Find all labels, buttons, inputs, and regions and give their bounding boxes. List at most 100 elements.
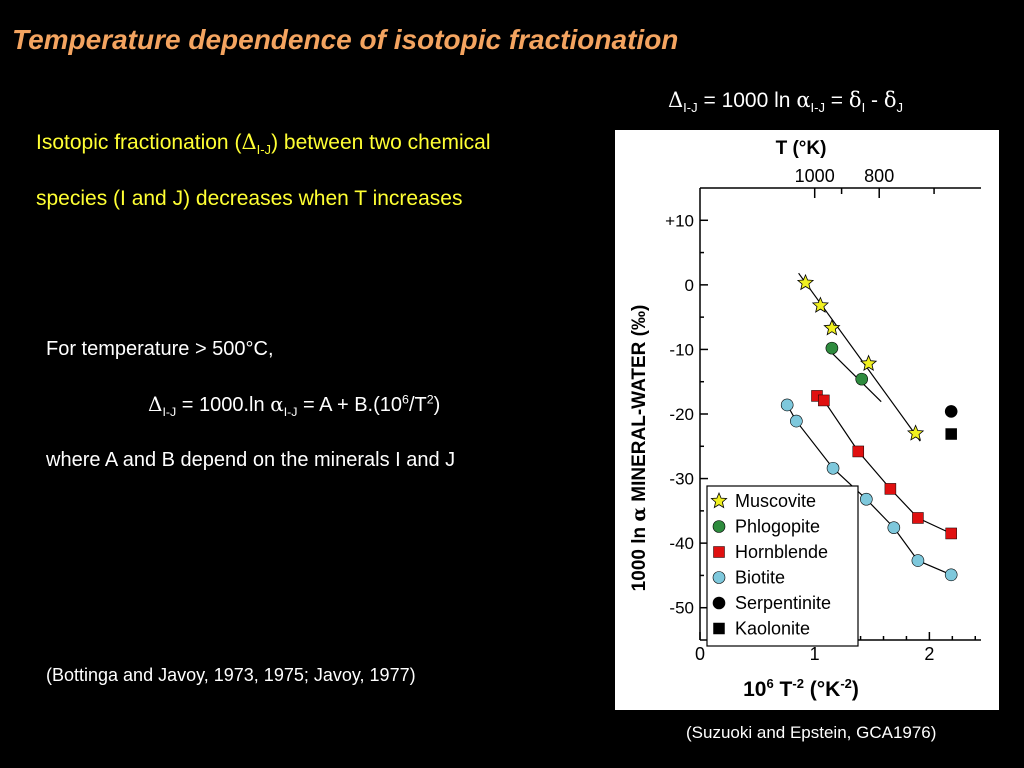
legend: Muscovite Phlogopite Hornblende Biotite Serp… xyxy=(706,485,859,647)
eq-text: = 1000.ln xyxy=(176,394,271,416)
y-axis-label: 1000 ln α MINERAL-WATER (‰) xyxy=(628,305,650,592)
legend-label-biotite: Biotite xyxy=(735,568,785,588)
delta-symbol: Δ xyxy=(668,88,684,112)
phlogopite-point xyxy=(855,372,869,386)
hornblende-point xyxy=(912,512,924,524)
legend-label-kaolonite: Kaolonite xyxy=(735,619,810,639)
y-tick-label: -40 xyxy=(669,534,694,553)
kaolonite-legend-marker xyxy=(713,622,725,635)
y-tick-label: -30 xyxy=(669,470,694,489)
muscovite-point xyxy=(860,354,878,371)
biotite-point xyxy=(887,521,901,534)
eq-subscript: I-J xyxy=(683,100,698,116)
delta-symbol: δ xyxy=(883,88,897,112)
biotite-point xyxy=(944,568,958,582)
biotite-point xyxy=(790,414,803,428)
hornblende-point xyxy=(884,483,897,495)
intro-subscript: I-J xyxy=(256,142,272,158)
muscovite-point xyxy=(796,273,815,291)
eq-text: + B.(10 xyxy=(331,394,403,416)
x-axis-label-sup: -2 xyxy=(792,676,804,691)
muscovite-trend-line xyxy=(798,272,921,442)
x-tick-label: 1 xyxy=(810,644,820,664)
top-equation: ΔI-J = 1000 ln αI-J = δI - δJ xyxy=(668,88,903,115)
data-points-layer xyxy=(780,273,958,582)
biotite-point xyxy=(860,492,873,506)
biotite-point xyxy=(780,398,794,412)
y-tick-label: +10 xyxy=(665,211,694,230)
phlogopite-point xyxy=(825,341,839,355)
figure-panel: +100-10-20-30-40-500121000800600400 Musc… xyxy=(615,130,999,710)
intro-text: Isotopic fractionation (ΔI-J) between tw… xyxy=(36,118,516,223)
legend-label-serpentinite: Serpentinite xyxy=(735,593,831,613)
reference-right: (Suzuoki and Epstein, GCA1976) xyxy=(686,723,937,742)
x-axis-label-sup: -2 xyxy=(840,676,852,691)
x-axis-label-part: ) xyxy=(852,678,859,701)
kaolonite-point xyxy=(945,428,957,440)
top-axis-label: T (°K) xyxy=(776,138,827,159)
alpha-symbol: α xyxy=(796,88,811,112)
y-axis-label-part: 1000 ln xyxy=(629,522,650,592)
x-tick-label: 0 xyxy=(695,644,705,664)
eq-text: - xyxy=(865,89,884,112)
where-text: where A and B depend on the minerals I a… xyxy=(46,449,456,471)
eq-text: = xyxy=(824,89,849,112)
alpha-symbol: α xyxy=(628,507,650,522)
muscovite-point xyxy=(907,424,925,441)
x-axis-label-part: T xyxy=(774,678,793,701)
x-axis-label-part: (°K xyxy=(804,678,840,701)
hornblende-legend-marker xyxy=(713,546,725,558)
eq-text: A xyxy=(319,394,332,416)
main-equation: ΔI-J = 1000.ln αI-J = A + B.(106/T2) xyxy=(148,392,440,419)
x-axis-label: 106 T-2 (°K-2) xyxy=(743,676,859,701)
eq-superscript: 2 xyxy=(426,392,434,407)
biotite-point xyxy=(826,461,840,475)
hornblende-point xyxy=(945,527,957,540)
delta-symbol: δ xyxy=(848,88,862,112)
delta-symbol: Δ xyxy=(241,130,257,154)
eq-subscript: I-J xyxy=(162,405,177,419)
phlogopite-legend-marker xyxy=(712,520,726,533)
eq-subscript: J xyxy=(896,100,904,116)
y-tick-label: 0 xyxy=(685,276,694,295)
eq-text: /T xyxy=(408,394,427,416)
eq-text: = xyxy=(297,394,320,416)
legend-box xyxy=(706,485,859,647)
x-axis-label-part: 10 xyxy=(743,678,766,701)
biotite-point xyxy=(911,554,925,567)
alpha-symbol: α xyxy=(270,392,284,416)
y-tick-label: -10 xyxy=(669,340,694,359)
intro-part2: ) between two chemical species (I and J)… xyxy=(36,131,491,211)
y-tick-label: -50 xyxy=(669,599,694,618)
eq-subscript: I xyxy=(861,100,866,116)
condition-text: For temperature > 500°C, xyxy=(46,338,274,360)
phlogopite-trend-line xyxy=(829,350,882,403)
muscovite-point xyxy=(823,319,841,336)
muscovite-point xyxy=(811,296,829,313)
y-tick-label: -20 xyxy=(669,405,694,424)
top-tick-label: 1000 xyxy=(795,166,835,186)
legend-label-muscovite: Muscovite xyxy=(735,491,816,511)
y-axis-label-part: MINERAL-WATER (‰) xyxy=(629,305,650,507)
legend-label-hornblende: Hornblende xyxy=(735,542,828,562)
x-axis-label-sup: 6 xyxy=(766,676,773,691)
reference-left: (Bottinga and Javoy, 1973, 1975; Javoy, … xyxy=(46,665,416,685)
hornblende-point xyxy=(852,445,865,458)
serpentinite-point xyxy=(944,405,958,418)
fractionation-chart: +100-10-20-30-40-500121000800600400 Musc… xyxy=(628,138,981,701)
eq-subscript: I-J xyxy=(283,405,298,419)
top-tick-label: 800 xyxy=(864,166,894,186)
eq-text: ) xyxy=(433,394,441,416)
serpentinite-legend-marker xyxy=(712,596,726,610)
slide-title: Temperature dependence of isotopic fract… xyxy=(12,24,679,55)
muscovite-legend-marker xyxy=(710,491,728,509)
eq-subscript: I-J xyxy=(810,100,825,116)
biotite-legend-marker xyxy=(712,571,726,584)
intro-part1: Isotopic fractionation ( xyxy=(36,131,242,154)
delta-symbol: Δ xyxy=(148,392,163,416)
legend-label-phlogopite: Phlogopite xyxy=(735,517,820,537)
x-tick-label: 2 xyxy=(924,644,934,664)
eq-text: = 1000 ln xyxy=(697,89,797,112)
eq-superscript: 6 xyxy=(402,392,409,407)
hornblende-point xyxy=(818,394,830,407)
